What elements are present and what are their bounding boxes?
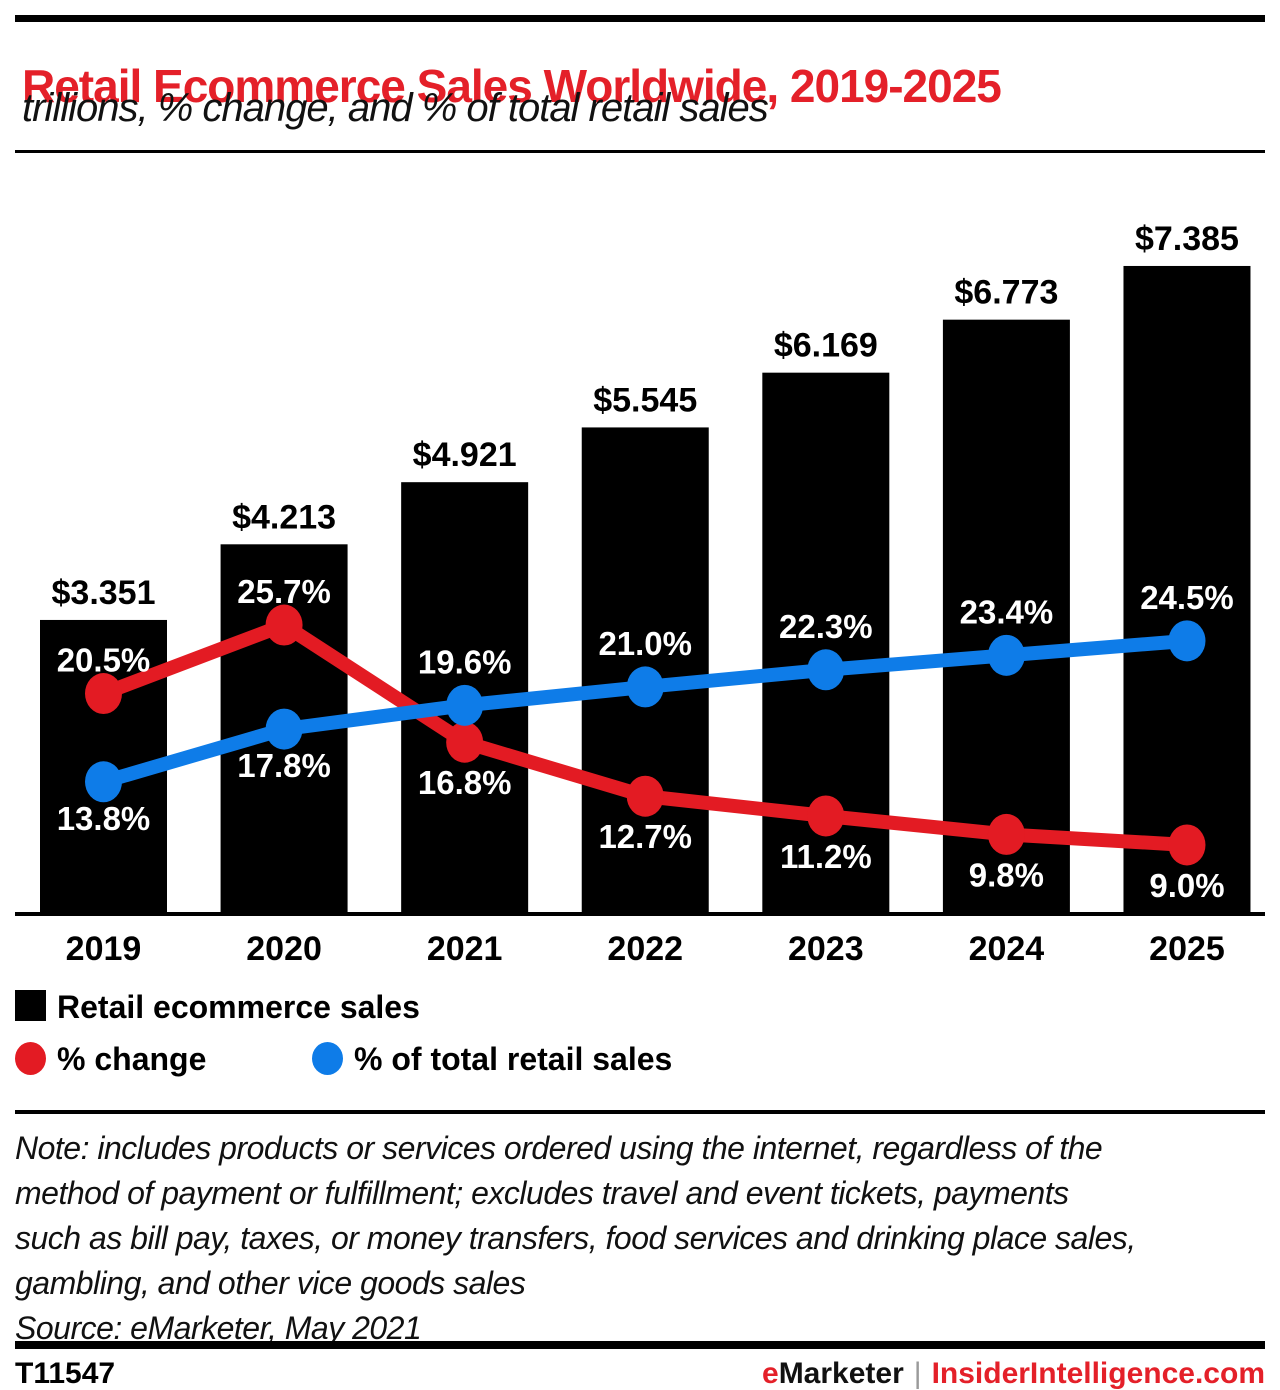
pct-of-retail-label-2019: 13.8% [57, 800, 151, 837]
footer-divider-bar [15, 1341, 1265, 1349]
pct-of-retail-point-2020 [265, 708, 303, 750]
legend: Retail ecommerce sales % change % of tot… [15, 988, 1265, 1098]
legend-swatch-pct-change [15, 1042, 46, 1075]
bar-value-label-2022: $5.545 [593, 381, 697, 419]
bar-value-label-2025: $7.385 [1135, 220, 1239, 258]
pct-of-retail-label-2025: 24.5% [1140, 579, 1234, 616]
x-tick-2020: 2020 [246, 930, 322, 968]
bar-value-label-2023: $6.169 [774, 327, 878, 365]
brand-emarketer-rest: Marketer [778, 1357, 904, 1390]
pct-change-label-2025: 9.0% [1149, 867, 1224, 904]
pct-change-point-2025 [1168, 824, 1206, 866]
x-tick-2022: 2022 [607, 930, 683, 968]
top-divider-bar [15, 15, 1265, 22]
legend-swatch-pct-of-retail [312, 1042, 343, 1075]
pct-of-retail-label-2020: 17.8% [237, 747, 331, 784]
legend-row-lines: % change % of total retail sales [15, 1040, 1265, 1084]
pct-change-label-2021: 16.8% [418, 764, 512, 801]
pct-of-retail-label-2021: 19.6% [418, 643, 512, 680]
pct-change-point-2021 [446, 721, 484, 763]
pct-of-retail-point-2025 [1168, 620, 1206, 662]
insider-intelligence-link[interactable]: InsiderIntelligence.com [931, 1357, 1265, 1390]
x-tick-2024: 2024 [969, 930, 1045, 968]
bar-value-label-2019: $3.351 [52, 574, 156, 612]
pct-change-point-2024 [987, 813, 1025, 855]
note-line: Note: includes products or services orde… [15, 1130, 1103, 1166]
x-tick-2021: 2021 [427, 930, 503, 968]
bar-2025 [1123, 265, 1251, 914]
pct-change-label-2023: 11.2% [780, 838, 872, 875]
pct-of-retail-point-2023 [807, 649, 845, 691]
note-text: Note: includes products or services orde… [15, 1126, 1265, 1351]
note-line: gambling, and other vice goods sales [15, 1265, 526, 1301]
bar-value-label-2024: $6.773 [954, 274, 1058, 312]
brand-emarketer-e: e [762, 1357, 779, 1390]
header-divider [15, 150, 1265, 153]
chart-id: T11547 [15, 1357, 116, 1390]
x-tick-2025: 2025 [1149, 930, 1225, 968]
pct-change-point-2023 [807, 795, 845, 837]
pct-of-retail-point-2019 [85, 761, 122, 803]
legend-label-pct-of-retail: % of total retail sales [354, 1041, 673, 1077]
pct-change-label-2019: 20.5% [57, 642, 151, 679]
x-tick-2019: 2019 [66, 930, 142, 968]
pct-change-label-2024: 9.8% [969, 856, 1044, 893]
pct-change-point-2022 [626, 775, 664, 817]
note-line: method of payment or fulfillment; exclud… [15, 1175, 1069, 1211]
x-axis-line [15, 912, 1265, 916]
note-line: such as bill pay, taxes, or money transf… [15, 1220, 1136, 1256]
bar-value-label-2020: $4.213 [232, 498, 336, 536]
pct-of-retail-point-2022 [626, 666, 664, 708]
legend-swatch-bar [15, 990, 46, 1021]
note-divider [15, 1110, 1265, 1114]
pct-of-retail-label-2023: 22.3% [779, 608, 873, 645]
x-tick-2023: 2023 [788, 930, 864, 968]
bar-value-label-2021: $4.921 [413, 436, 517, 474]
page-title: Retail Ecommerce Sales Worldwide, 2019-2… [22, 59, 1002, 112]
pct-change-point-2019 [85, 673, 122, 715]
legend-label-bar: Retail ecommerce sales [57, 989, 420, 1025]
pct-change-label-2020: 25.7% [237, 573, 331, 610]
source-line: Source: eMarketer, May 2021 [15, 1310, 422, 1346]
pct-of-retail-point-2021 [446, 684, 484, 726]
pct-change-point-2020 [265, 604, 303, 646]
pct-of-retail-label-2024: 23.4% [960, 593, 1054, 630]
legend-label-pct-change: % change [57, 1041, 207, 1077]
page-subtitle: trillions, % change, and % of total reta… [22, 86, 769, 130]
pct-of-retail-point-2024 [987, 634, 1025, 676]
pct-change-label-2022: 12.7% [598, 818, 692, 855]
pct-of-retail-label-2022: 21.0% [598, 625, 692, 662]
brand-separator: | [913, 1357, 922, 1390]
combo-chart: $3.351 $4.213 $4.921 $5.545 $6.169 $6.773 $7.3… [15, 220, 1265, 968]
brand-footer: eMarketer | InsiderIntelligence.com [762, 1357, 1265, 1390]
